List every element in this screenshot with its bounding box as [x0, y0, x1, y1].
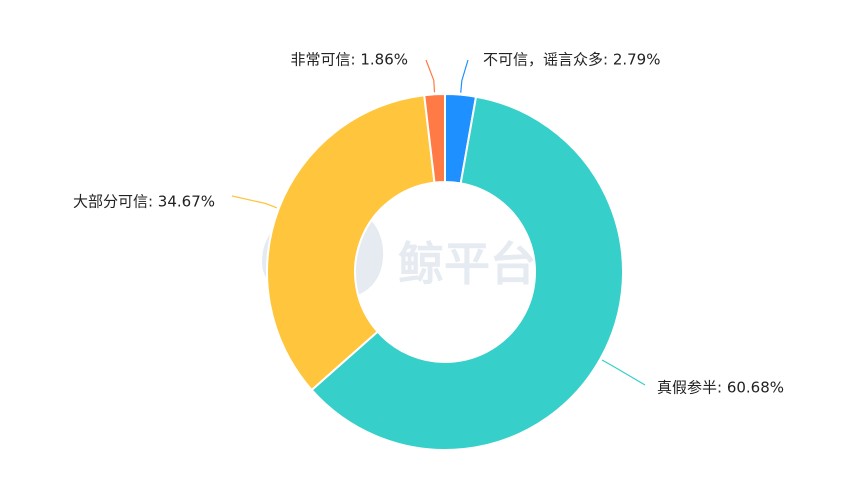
slice-3[interactable] — [266, 94, 436, 392]
leader-line-3 — [231, 195, 278, 209]
slices — [266, 92, 624, 451]
leader-lines — [231, 59, 646, 386]
watermark-text: 鲸平台 — [398, 237, 536, 291]
slice-label-2: 真假参半: 60.68% — [657, 379, 784, 397]
leader-line-4 — [425, 59, 436, 93]
slice-2[interactable] — [310, 95, 624, 451]
slice-label-3: 大部分可信: 34.67% — [73, 193, 215, 211]
slice-4[interactable] — [423, 92, 446, 184]
slice-labels: 不可信，谣言众多: 2.79% 真假参半: 60.68% 大部分可信: 34.67%… — [73, 51, 784, 397]
slice-label-4: 非常可信: 1.86% — [291, 51, 408, 69]
slice-label-1: 不可信，谣言众多: 2.79% — [483, 51, 660, 69]
leader-line-1 — [460, 59, 469, 93]
leader-line-2 — [601, 359, 646, 386]
